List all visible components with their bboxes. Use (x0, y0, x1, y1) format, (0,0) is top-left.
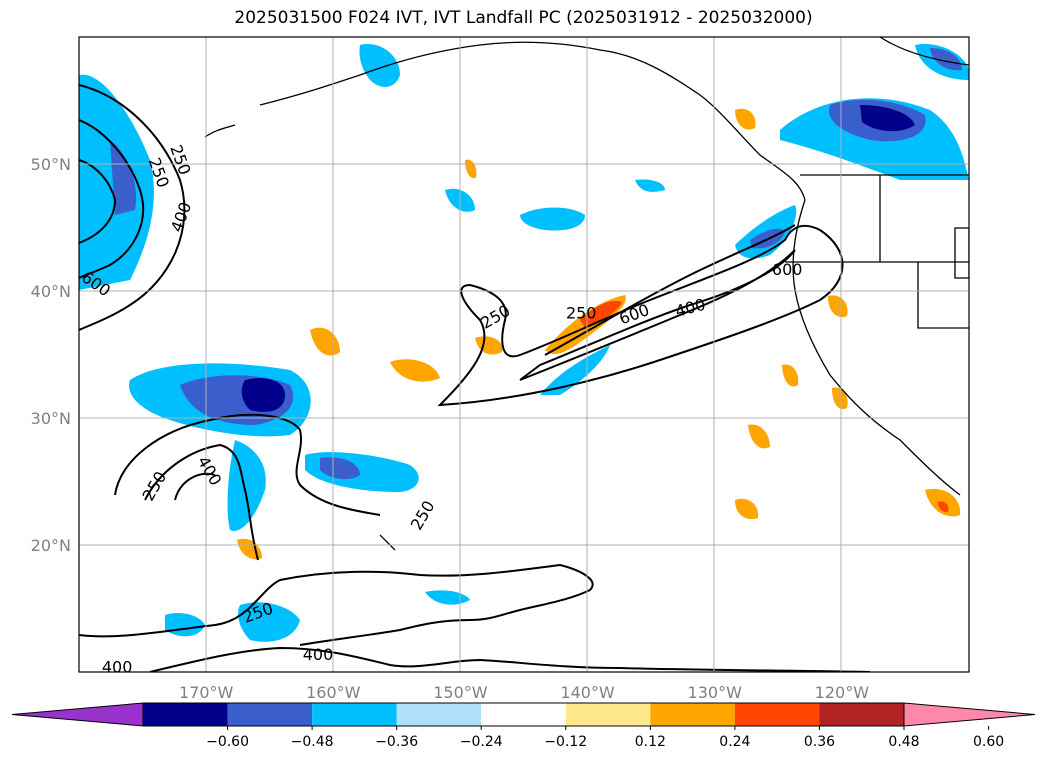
lon-tick-label: 120°W (815, 683, 870, 702)
contour-label: 250 (166, 142, 194, 177)
contour-label: 600 (772, 260, 803, 279)
contour-label: 400 (167, 199, 195, 234)
colorbar-tick-label: 0.24 (719, 734, 750, 750)
colorbar-tick-label: 0.12 (635, 734, 666, 750)
colorbar-segment (312, 703, 397, 726)
colorbar-tick-label: 0.60 (973, 734, 1004, 750)
colorbar-tick-label: −0.24 (460, 734, 503, 750)
colorbar-tick-label: −0.12 (544, 734, 587, 750)
gridlines (79, 37, 969, 672)
contour-label: 400 (194, 453, 226, 489)
lon-tick-label: 150°W (433, 683, 488, 702)
map-frame (78, 36, 970, 673)
colorbar-tick-label: 0.36 (804, 734, 835, 750)
ivt-shading (79, 44, 969, 642)
colorbar-tick-label: 0.48 (888, 734, 919, 750)
lon-tick-label: 130°W (688, 683, 743, 702)
lat-tick-label: 50°N (31, 155, 71, 174)
colorbar-frame (142, 702, 905, 727)
colorbar-tick-label: −0.48 (291, 734, 334, 750)
colorbar-segment (143, 703, 228, 726)
lat-tick-label: 40°N (31, 282, 71, 301)
colorbar: −0.60 −0.48 −0.36 −0.24 −0.12 0.12 0.24 0.36 0.4… (11, 702, 1036, 750)
contour-label: 400 (303, 645, 334, 664)
coastlines (204, 37, 969, 551)
colorbar-segment (396, 703, 482, 726)
contour-label: 250 (566, 303, 597, 322)
lon-tick-label: 160°W (306, 683, 361, 702)
colorbar-tick-label: −0.60 (206, 734, 249, 750)
colorbar-extend-high (903, 702, 1036, 727)
colorbar-segment (734, 703, 820, 726)
lon-axis-labels: 170°W 160°W 150°W 140°W 130°W 120°W (179, 683, 869, 702)
colorbar-segment (227, 703, 313, 726)
colorbar-extend-low (11, 702, 144, 727)
lat-axis-labels: 50°N 40°N 30°N 20°N (31, 155, 71, 555)
ivt-contours (79, 84, 871, 672)
colorbar-tick-label: −0.36 (375, 734, 418, 750)
lat-tick-label: 30°N (31, 409, 71, 428)
colorbar-segment (565, 703, 651, 726)
colorbar-segment (819, 703, 904, 726)
page-title: 2025031500 F024 IVT, IVT Landfall PC (20… (234, 8, 813, 28)
contour-label: 400 (673, 295, 707, 321)
contour-label: 250 (407, 497, 439, 533)
colorbar-segment (650, 703, 735, 726)
lon-tick-label: 170°W (179, 683, 234, 702)
contour-label: 400 (102, 658, 133, 677)
lon-tick-label: 140°W (560, 683, 615, 702)
lat-tick-label: 20°N (31, 536, 71, 555)
colorbar-segment (481, 703, 566, 726)
